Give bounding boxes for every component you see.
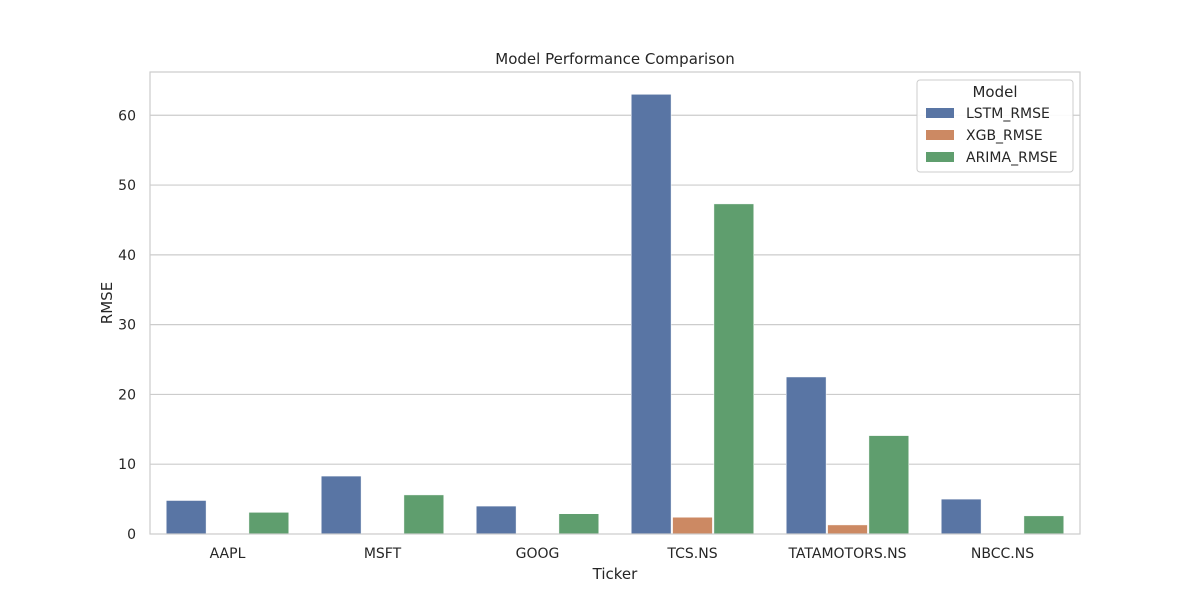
bars-layer bbox=[166, 94, 1065, 535]
grid-lines bbox=[150, 114, 1080, 465]
bar-arima-rmse bbox=[403, 494, 444, 535]
bar-arima-rmse bbox=[1023, 515, 1065, 535]
y-tick-label: 50 bbox=[118, 178, 136, 194]
legend-title: Model bbox=[972, 83, 1017, 101]
x-axis: AAPL MSFT GOOG TCS.NS TATAMOTORS.NS NBCC.NS bbox=[210, 546, 1035, 562]
x-tick-label: GOOG bbox=[516, 546, 560, 562]
bar-xgb-rmse bbox=[827, 524, 868, 535]
legend-label: ARIMA_RMSE bbox=[966, 150, 1058, 166]
legend-swatch bbox=[926, 152, 954, 162]
legend-swatch bbox=[926, 108, 954, 118]
y-tick-label: 20 bbox=[118, 387, 136, 403]
chart-title: Model Performance Comparison bbox=[495, 50, 734, 68]
plot-area-border bbox=[149, 71, 1081, 535]
x-tick-label: AAPL bbox=[210, 546, 246, 562]
x-tick-label: MSFT bbox=[364, 546, 402, 562]
bar-lstm-rmse bbox=[786, 376, 827, 535]
y-axis-label: RMSE bbox=[98, 282, 116, 324]
y-tick-label: 0 bbox=[127, 527, 136, 543]
legend-box bbox=[916, 79, 1074, 173]
x-tick-label: TCS.NS bbox=[666, 546, 717, 562]
legend-label: XGB_RMSE bbox=[966, 128, 1043, 144]
legend: Model LSTM_RMSE XGB_RMSE ARIMA_RMSE bbox=[916, 79, 1074, 173]
x-axis-label: Ticker bbox=[592, 565, 638, 583]
y-tick-label: 30 bbox=[118, 318, 136, 334]
bar-lstm-rmse bbox=[941, 498, 982, 535]
legend-label: LSTM_RMSE bbox=[966, 106, 1050, 122]
bar-xgb-rmse bbox=[672, 517, 713, 535]
x-tick-label: NBCC.NS bbox=[971, 546, 1034, 562]
bar-arima-rmse bbox=[558, 513, 600, 535]
bar-lstm-rmse bbox=[321, 475, 362, 535]
y-tick-label: 40 bbox=[118, 248, 136, 264]
x-tick-label: TATAMOTORS.NS bbox=[787, 546, 906, 562]
bar-lstm-rmse bbox=[166, 500, 207, 535]
y-tick-label: 60 bbox=[118, 108, 136, 124]
y-tick-label: 10 bbox=[118, 457, 136, 473]
bar-lstm-rmse bbox=[476, 505, 517, 535]
bar-arima-rmse bbox=[248, 512, 290, 535]
y-axis: 0 10 20 30 40 50 60 bbox=[118, 108, 136, 543]
bar-lstm-rmse bbox=[631, 94, 672, 535]
bar-arima-rmse bbox=[868, 435, 910, 535]
bar-arima-rmse bbox=[713, 203, 755, 535]
legend-swatch bbox=[926, 130, 954, 140]
